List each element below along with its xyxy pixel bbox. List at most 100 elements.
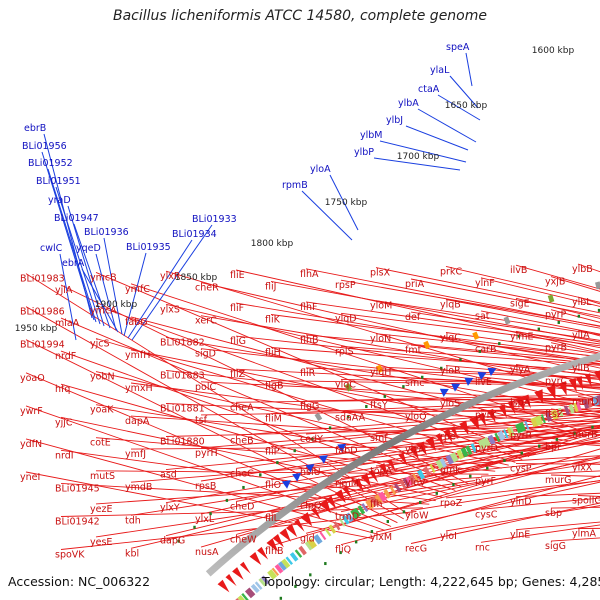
inner-leader-line: [270, 314, 600, 358]
inner-gene-label: ylbB: [572, 264, 593, 275]
inner-gene-label: yloS: [440, 399, 460, 410]
inner-gene-label: ymcB: [90, 272, 117, 283]
inner-leader-line: [410, 479, 600, 511]
outer-gene-label: BLi01934: [172, 229, 217, 240]
feature-mark: [503, 316, 511, 325]
inner-gene-label: kbl: [125, 548, 139, 559]
outer-leader-line: [405, 125, 469, 151]
gene-arrow: [464, 377, 474, 386]
tick-dot: [402, 510, 406, 514]
scale-label: 1900 kbp: [95, 300, 138, 310]
inner-gene-label: fliR: [300, 368, 316, 379]
inner-gene-label: yloQ: [405, 411, 427, 422]
scale-label: 1850 kbp: [175, 273, 218, 283]
cog-segment: [423, 466, 431, 477]
inner-gene-label: smc: [405, 378, 424, 389]
inner-gene-label: BLi01881: [160, 404, 205, 415]
inner-leader-line: [445, 429, 600, 433]
inner-gene-label: yloM: [370, 301, 392, 312]
tick-dot: [276, 461, 279, 465]
inner-gene-label: cheR: [195, 283, 219, 294]
gene-arrow: [439, 388, 449, 397]
gene-arrow: [507, 400, 516, 415]
inner-gene-label: rnc: [475, 542, 490, 553]
inner-gene-label: cotE: [90, 438, 111, 449]
cog-segment: [439, 457, 447, 468]
inner-gene-label: yloI: [440, 531, 457, 542]
tick-dot: [309, 573, 312, 577]
inner-leader-line: [95, 470, 489, 475]
inner-leader-line: [130, 283, 592, 435]
inner-gene-label: fabG: [125, 317, 148, 328]
inner-leader-line: [130, 382, 571, 442]
cog-segment: [267, 569, 278, 580]
inner-gene-label: ylyA: [510, 364, 531, 375]
tick-dot: [498, 342, 501, 346]
inner-gene-label: BLi01942: [55, 517, 100, 528]
inner-gene-label: yjjC: [55, 417, 73, 428]
inner-leader-line: [445, 480, 600, 499]
outer-gene-label: rpmB: [282, 180, 308, 191]
cog-segment: [341, 515, 350, 525]
outer-leader-line: [379, 140, 467, 163]
cog-segment: [254, 581, 263, 590]
cog-segment: [250, 583, 260, 594]
inner-gene-label: yezE: [90, 504, 112, 515]
inner-gene-label: gid: [300, 533, 315, 544]
gene-arrow: [232, 567, 244, 580]
inner-leader-line: [445, 265, 600, 303]
inner-gene-label: flgB: [265, 381, 284, 392]
tick-dot: [478, 349, 481, 353]
inner-leader-line: [235, 269, 600, 352]
inner-gene-label: flhF: [300, 302, 317, 313]
outer-gene-label: yqeD: [76, 243, 101, 254]
inner-gene-label: hslU: [300, 467, 321, 478]
tick-dot: [555, 437, 559, 441]
tick-dot: [328, 426, 332, 430]
outer-leader-line: [47, 168, 97, 323]
gene-arrow: [477, 371, 487, 381]
tick-dot: [294, 584, 297, 588]
cog-segment: [354, 507, 362, 517]
inner-gene-label: yneI: [20, 472, 40, 483]
inner-gene-label: ylnD: [510, 497, 532, 508]
outer-leader-line: [59, 253, 77, 341]
inner-leader-line: [165, 431, 599, 537]
gene-arrow: [239, 561, 251, 574]
inner-gene-label: mutS: [90, 471, 115, 482]
gene-arrow: [451, 383, 461, 392]
tick-dot: [503, 458, 506, 462]
cog-segment: [545, 411, 553, 422]
inner-leader-line: [305, 441, 600, 501]
inner-gene-label: ylxS: [160, 304, 180, 315]
tick-dot: [591, 425, 594, 429]
inner-leader-line: [200, 415, 600, 449]
inner-leader-line: [165, 427, 600, 471]
inner-leader-line: [340, 312, 600, 347]
outer-leader-line: [373, 157, 461, 171]
tick-dot: [421, 375, 424, 379]
inner-gene-label: sigE: [510, 298, 530, 309]
cog-segment: [449, 452, 459, 463]
outer-gene-label: ylbJ: [386, 115, 403, 126]
inner-gene-label: ftsY: [370, 400, 388, 411]
cog-segment: [319, 531, 327, 541]
gene-arrow: [292, 472, 302, 482]
inner-gene-label: dapA: [125, 416, 150, 427]
inner-gene-label: rplS: [335, 346, 354, 357]
inner-gene-label: pyrB: [545, 343, 567, 354]
cog-segment: [487, 434, 496, 445]
gene-arrow: [334, 489, 346, 504]
cog-segment: [563, 405, 571, 416]
cog-segment: [345, 512, 354, 523]
inner-gene-label: fliG: [230, 336, 246, 347]
outer-leader-line: [131, 224, 213, 341]
cog-segment: [481, 436, 491, 448]
inner-gene-label: xerC: [195, 316, 217, 327]
inner-leader-line: [480, 524, 600, 543]
inner-gene-label: ylIA: [572, 330, 590, 341]
inner-gene-label: fabD: [335, 446, 358, 457]
inner-leader-line: [340, 421, 600, 446]
inner-gene-label: pyrF: [475, 476, 496, 487]
